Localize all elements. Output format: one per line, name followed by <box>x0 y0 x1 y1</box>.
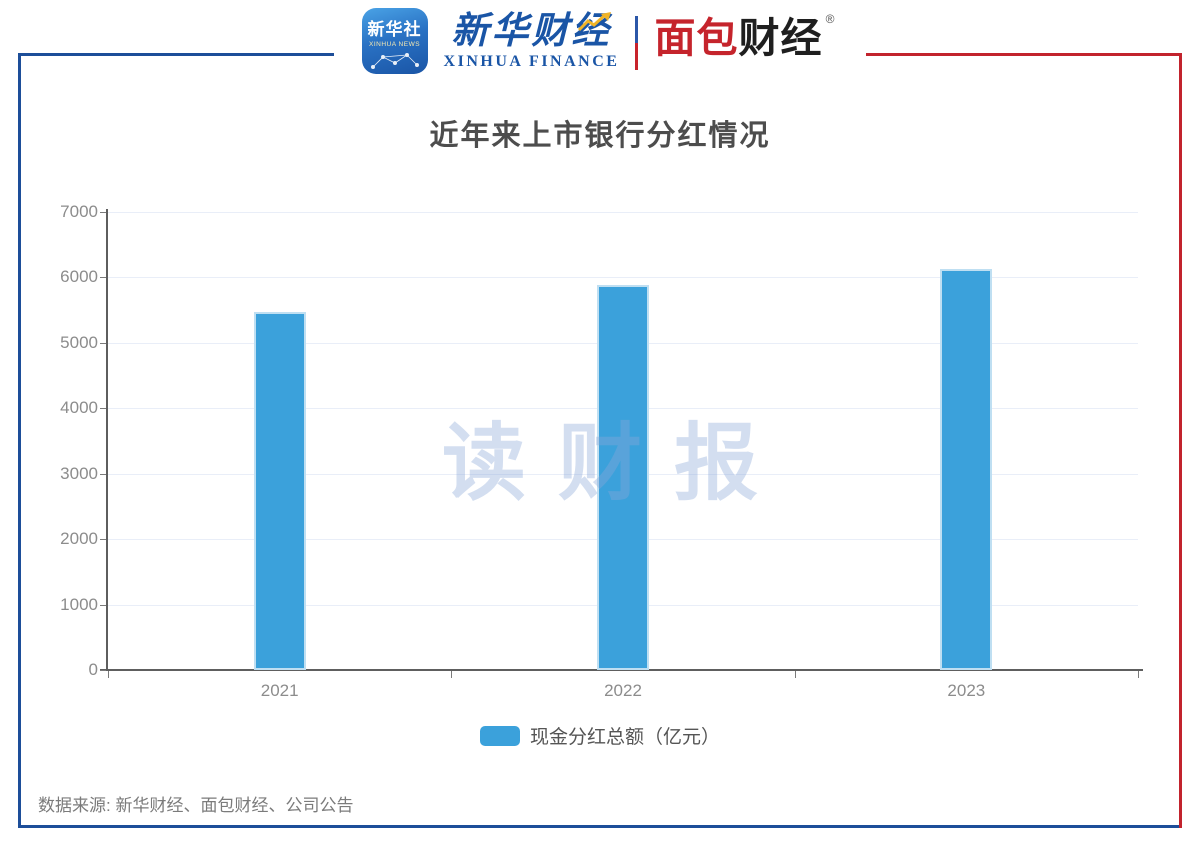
y-axis-label: 1000 <box>60 594 98 614</box>
y-axis-label: 5000 <box>60 332 98 352</box>
y-axis-label: 2000 <box>60 529 98 549</box>
y-axis-tick <box>100 604 106 606</box>
header: 新华社 XINHUA NEWS 新华财经 <box>0 8 1200 74</box>
xinhua-news-icon-label: 新华社 <box>367 20 422 39</box>
y-axis-tick <box>100 212 106 213</box>
y-axis-line <box>106 209 108 671</box>
x-axis-label: 2022 <box>604 681 642 700</box>
data-source-note: 数据来源: 新华财经、面包财经、公司公告 <box>38 796 354 815</box>
mianbao-finance-logo: 面包财经 ® <box>654 12 838 61</box>
y-axis-tick <box>100 277 106 279</box>
y-axis-label: 3000 <box>60 463 98 483</box>
x-axis-label: 2023 <box>947 681 986 700</box>
y-axis-label: 7000 <box>60 202 98 221</box>
y-axis-label: 0 <box>88 660 98 679</box>
y-axis-label: 6000 <box>60 267 98 287</box>
frame-border-right <box>1179 53 1182 828</box>
registered-trademark: ® <box>825 12 835 26</box>
x-axis-tick <box>794 671 796 678</box>
x-axis-tick <box>108 671 109 678</box>
y-axis-label: 4000 <box>60 398 98 418</box>
xinhua-finance-cn-text: 新华财经 <box>451 8 612 52</box>
y-axis-tick <box>100 539 106 541</box>
y-axis-tick <box>100 473 106 475</box>
header-logo-group: 新华社 XINHUA NEWS 新华财经 <box>333 8 867 74</box>
mianbao-red-text: 面包 <box>654 15 739 61</box>
grid-line <box>108 277 1138 279</box>
mianbao-black-text: 财经 <box>738 15 823 61</box>
frame-border-left <box>18 53 21 828</box>
y-axis-tick <box>100 408 106 410</box>
x-axis-tick <box>451 671 453 678</box>
bar-2021[interactable] <box>253 312 306 670</box>
x-axis-tick <box>1138 671 1139 678</box>
bar-2023[interactable] <box>940 268 993 670</box>
frame-border-bottom <box>18 825 1182 828</box>
xinhua-news-icon-sublabel: XINHUA NEWS <box>369 41 421 48</box>
x-axis-label: 2021 <box>260 681 299 700</box>
x-axis-line <box>100 669 1143 671</box>
y-axis-tick <box>100 342 106 344</box>
bar-2022[interactable] <box>597 285 649 670</box>
grid-line <box>108 212 1138 213</box>
y-axis-tick <box>100 670 106 671</box>
gold-trend-arrow-icon <box>578 12 612 32</box>
legend-label[interactable]: 现金分红总额（亿元） <box>529 727 720 748</box>
plot-area <box>108 212 1138 670</box>
chart-title: 近年来上市银行分红情况 <box>429 120 771 152</box>
network-constellation-icon <box>370 53 419 69</box>
legend-swatch[interactable] <box>479 725 520 746</box>
logo-divider <box>635 16 639 70</box>
xinhua-finance-en-text: XINHUA FINANCE <box>443 52 620 70</box>
legend[interactable]: 现金分红总额（亿元） <box>0 722 1200 749</box>
xinhua-finance-logo: 新华财经 XINHUA FINANCE <box>444 10 620 71</box>
xinhua-news-app-icon: 新华社 XINHUA NEWS <box>361 8 428 74</box>
